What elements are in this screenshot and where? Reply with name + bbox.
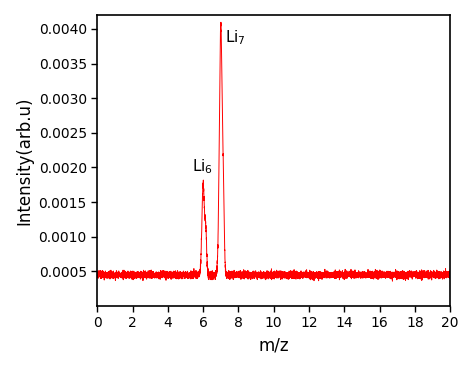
X-axis label: m/z: m/z — [258, 336, 289, 354]
Text: Li$_7$: Li$_7$ — [225, 29, 246, 48]
Text: Li$_6$: Li$_6$ — [191, 157, 213, 176]
Y-axis label: Intensity(arb.u): Intensity(arb.u) — [15, 96, 33, 225]
